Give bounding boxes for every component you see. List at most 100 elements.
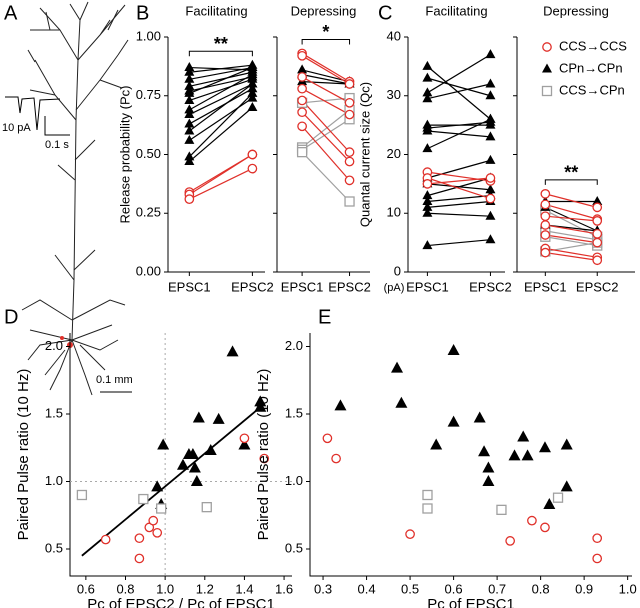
marker-circle	[344, 156, 355, 167]
scale-label: 10 pA	[2, 122, 31, 134]
marker-triangle	[543, 497, 556, 509]
x-tick-label: 0.8	[532, 581, 550, 596]
marker-triangle	[485, 90, 496, 100]
marker-triangle	[184, 80, 195, 90]
x-tick-label: 0.9	[575, 581, 593, 596]
y-tick-label: 1.0	[285, 473, 303, 488]
marker-triangle	[190, 475, 203, 486]
marker-triangle	[422, 207, 433, 217]
pair-line	[189, 74, 253, 111]
y-tick-label: 0.50	[136, 146, 161, 161]
marker-triangle	[247, 92, 258, 102]
marker-circle	[540, 230, 551, 240]
marker-triangle	[485, 234, 496, 244]
marker-circle	[527, 515, 537, 526]
significance-label: **	[564, 163, 578, 183]
marker-triangle	[430, 438, 443, 450]
pair-line	[189, 97, 253, 141]
marker-triangle	[254, 400, 267, 412]
marker-circle	[592, 553, 603, 564]
marker-circle	[592, 202, 603, 213]
x-tick-label: 0.6	[445, 581, 463, 596]
marker-circle	[592, 228, 603, 239]
marker-square	[156, 503, 167, 514]
pair-line	[545, 247, 598, 258]
y-tick-label: 40	[387, 28, 401, 43]
y-tick-label: 10	[387, 205, 401, 220]
pair-line	[189, 71, 253, 87]
marker-square	[201, 501, 212, 513]
x-tick-label: EPSC2	[328, 279, 371, 294]
pair-line	[427, 65, 491, 120]
y-tick-label: 20	[387, 146, 401, 161]
x-tick-label: 1.0	[156, 581, 174, 596]
pair-line	[301, 88, 350, 116]
scale-label: 0.1 mm	[96, 374, 133, 386]
marker-triangle	[184, 73, 195, 83]
marker-circle	[297, 83, 307, 94]
marker-triangle	[422, 72, 433, 82]
marker-triangle	[485, 154, 496, 164]
marker-triangle	[184, 109, 195, 119]
pair-line	[545, 252, 598, 261]
marker-triangle	[422, 240, 433, 250]
marker-triangle	[184, 66, 195, 76]
marker-square	[552, 492, 564, 503]
x-tick-label: 1.4	[235, 581, 253, 596]
marker-circle	[344, 109, 355, 120]
marker-circle	[540, 247, 551, 258]
pair-line	[188, 92, 253, 158]
pair-line	[545, 193, 598, 208]
pair-line	[545, 234, 598, 244]
axis-line	[276, 37, 370, 273]
x-tick-label: EPSC1	[281, 279, 324, 294]
marker-triangle	[204, 443, 217, 455]
marker-triangle	[247, 62, 258, 72]
marker-triangle	[422, 87, 433, 97]
scale-label: 0.1 s	[45, 139, 69, 151]
marker-circle	[331, 453, 341, 464]
pair-line	[301, 118, 350, 151]
pair-line	[189, 64, 253, 73]
pair-line	[188, 107, 253, 163]
subplot-title: Depressing	[291, 3, 357, 18]
marker-triangle	[395, 396, 408, 408]
y-tick-label: 30	[387, 87, 401, 102]
marker-triangle	[485, 131, 496, 141]
pair-line	[301, 52, 350, 83]
marker-square	[344, 196, 355, 207]
marker-triangle	[297, 64, 308, 74]
legend-label: CCS→CCS	[559, 38, 627, 53]
marker-square	[138, 493, 149, 505]
marker-triangle	[485, 210, 496, 220]
panel-label: E	[318, 306, 331, 328]
significance-label: **	[214, 34, 228, 54]
neuron-drawing	[21, 1, 129, 396]
marker-triangle	[184, 151, 195, 161]
legend-label: CCS→CPn	[559, 82, 625, 97]
marker-triangle	[247, 78, 258, 88]
marker-triangle	[592, 196, 603, 205]
marker-triangle	[422, 190, 433, 200]
pair-line	[545, 230, 598, 241]
marker-triangle	[447, 415, 460, 427]
significance-bracket	[188, 50, 253, 57]
marker-triangle	[247, 83, 258, 93]
marker-triangle	[422, 143, 433, 153]
marker-triangle	[188, 461, 201, 473]
y-tick-label: 1.5	[285, 405, 303, 420]
marker-triangle	[184, 104, 195, 114]
pair-line	[301, 151, 350, 202]
marker-circle	[297, 95, 307, 106]
pair-line	[427, 171, 491, 182]
marker-circle	[134, 553, 145, 564]
marker-square	[422, 503, 433, 514]
marker-triangle	[247, 73, 258, 83]
marker-circle	[134, 533, 145, 544]
pair-line	[427, 159, 491, 179]
marker-triangle	[212, 412, 225, 424]
y-tick-label: 1.00	[136, 28, 161, 43]
x-tick-label: 1.0	[619, 581, 637, 596]
marker-triangle	[391, 361, 404, 373]
scale-bar	[44, 116, 70, 136]
